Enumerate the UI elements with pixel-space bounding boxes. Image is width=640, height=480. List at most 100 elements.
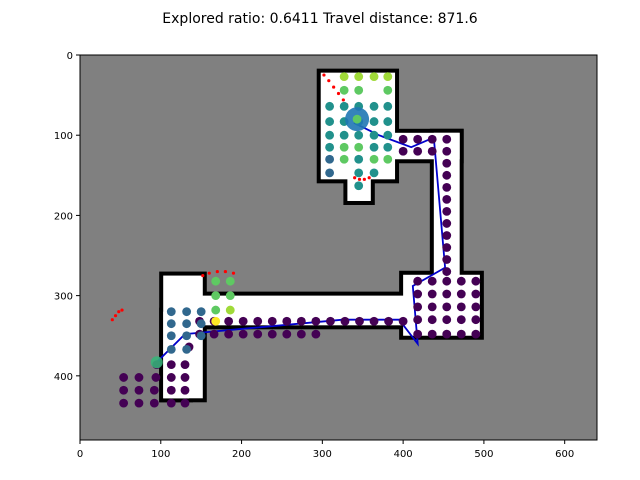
y-tick-label: 400 <box>54 372 73 383</box>
axes-frame <box>79 54 598 441</box>
x-tick-label: 200 <box>232 449 251 460</box>
data-point <box>311 316 321 326</box>
data-point <box>119 398 129 408</box>
data-point <box>119 385 129 395</box>
frontier-point <box>120 308 124 312</box>
data-point <box>398 146 408 156</box>
data-point <box>134 385 144 395</box>
frontier-point <box>327 79 331 83</box>
data-point <box>442 243 452 252</box>
data-point <box>325 130 335 140</box>
start-marker <box>150 356 163 369</box>
data-point <box>196 307 206 317</box>
data-point <box>166 360 176 370</box>
data-point <box>369 154 379 164</box>
data-point <box>383 101 393 111</box>
data-point <box>149 398 159 408</box>
data-point <box>325 154 335 164</box>
x-tick-label: 0 <box>77 449 83 460</box>
data-point <box>339 101 349 111</box>
data-point <box>211 305 221 315</box>
data-point <box>442 194 452 204</box>
data-point <box>442 255 452 264</box>
data-point <box>340 316 350 326</box>
data-point <box>339 130 349 140</box>
data-point <box>471 276 481 286</box>
data-point <box>456 315 466 325</box>
data-point <box>471 329 481 339</box>
frontier-point <box>357 177 362 181</box>
data-point <box>166 331 176 341</box>
data-point <box>180 385 190 395</box>
y-tick-label: 100 <box>54 131 73 142</box>
data-point <box>369 117 379 126</box>
data-point <box>413 289 423 299</box>
data-point <box>211 276 221 286</box>
y-tick-label: 0 <box>67 51 73 62</box>
data-point <box>354 85 364 95</box>
data-point <box>456 302 466 312</box>
data-point <box>442 315 452 325</box>
data-point <box>325 168 335 178</box>
data-point <box>354 154 364 164</box>
data-point <box>339 154 349 164</box>
data-point <box>456 329 466 339</box>
map-layer <box>80 55 597 440</box>
data-point <box>134 398 144 408</box>
data-point <box>182 331 192 341</box>
robot-layer <box>150 107 370 369</box>
data-point <box>182 307 192 317</box>
data-point <box>180 398 190 408</box>
data-point <box>166 319 176 329</box>
data-point <box>282 316 292 326</box>
chart-title: Explored ratio: 0.6411 Travel distance: … <box>162 11 477 27</box>
data-point <box>119 373 129 382</box>
frontier-point <box>110 318 114 322</box>
data-point <box>427 289 437 299</box>
points-layer <box>119 72 481 408</box>
data-point <box>369 72 379 82</box>
data-point <box>442 329 452 339</box>
data-point <box>442 231 452 240</box>
data-point <box>354 72 364 82</box>
data-point <box>282 329 292 339</box>
data-point <box>224 329 234 339</box>
data-point <box>369 168 379 178</box>
frontier-point <box>215 269 219 274</box>
data-point <box>398 316 408 326</box>
data-point <box>325 142 335 152</box>
data-point <box>180 373 190 382</box>
data-point <box>427 302 437 312</box>
data-point <box>427 315 437 325</box>
data-point <box>442 158 452 168</box>
data-point <box>225 291 235 301</box>
data-point <box>354 142 364 152</box>
data-point <box>456 289 466 299</box>
data-point <box>149 385 159 395</box>
data-point <box>225 276 235 286</box>
data-point <box>442 182 452 192</box>
data-point <box>398 134 408 144</box>
data-point <box>267 316 277 326</box>
data-point <box>471 302 481 312</box>
data-point <box>238 316 248 326</box>
data-point <box>413 329 423 339</box>
data-point <box>427 146 437 156</box>
data-point <box>211 316 221 326</box>
data-point <box>354 130 364 140</box>
data-point <box>296 316 306 326</box>
robot-center <box>352 114 362 124</box>
data-point <box>196 331 206 341</box>
data-point <box>326 316 335 326</box>
data-point <box>383 130 393 140</box>
frontier-point <box>322 73 326 77</box>
data-point <box>134 373 144 382</box>
data-point <box>442 170 452 180</box>
data-point <box>166 385 176 395</box>
data-point <box>339 142 349 152</box>
data-point <box>180 360 190 370</box>
axes: 0 100 200 300 400 500 600 0 100 200 300 400 <box>54 51 598 460</box>
data-point <box>296 329 306 339</box>
data-point <box>383 117 393 126</box>
